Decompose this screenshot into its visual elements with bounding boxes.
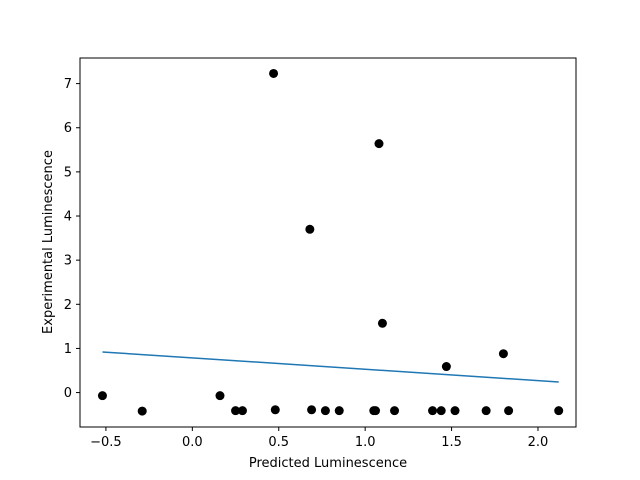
- y-axis-label: Experimental Luminescence: [41, 150, 56, 334]
- x-axis-label: Predicted Luminescence: [249, 456, 407, 471]
- data-point: [428, 406, 438, 416]
- data-point: [270, 405, 280, 415]
- data-point: [269, 68, 279, 78]
- trend-line: [102, 351, 559, 383]
- axes-frame: [79, 57, 577, 428]
- data-point: [334, 406, 344, 416]
- data-point: [231, 406, 241, 416]
- data-point: [371, 406, 381, 416]
- x-tick-label: 0.0: [182, 435, 203, 450]
- x-tick-label: 2.0: [528, 435, 549, 450]
- y-tick-label: 3: [64, 254, 72, 269]
- y-tick-label: 2: [64, 298, 72, 313]
- data-point: [374, 139, 384, 149]
- data-point: [441, 362, 451, 372]
- data-point: [436, 406, 446, 416]
- plot-area: [97, 68, 564, 416]
- data-point: [377, 318, 387, 328]
- y-tick-label: 1: [64, 342, 72, 357]
- data-point: [320, 406, 330, 416]
- data-point: [450, 406, 460, 416]
- data-point: [305, 224, 315, 234]
- x-axis: −0.5 0.0 0.5 1.0 1.5 2.0: [90, 427, 548, 450]
- data-point: [390, 406, 400, 416]
- data-point: [307, 405, 317, 415]
- data-point: [554, 406, 564, 416]
- y-tick-label: 6: [64, 121, 72, 136]
- x-tick-label: 1.5: [441, 435, 462, 450]
- data-point: [481, 406, 491, 416]
- y-tick-label: 4: [64, 210, 72, 225]
- y-tick-label: 0: [64, 386, 72, 401]
- data-point: [97, 391, 107, 401]
- data-point: [237, 406, 247, 416]
- y-axis: 0 1 2 3 4 5 6 7: [64, 77, 80, 401]
- x-tick-label: 1.0: [355, 435, 376, 450]
- y-tick-label: 7: [64, 77, 72, 92]
- data-point: [504, 406, 514, 416]
- data-point: [137, 406, 147, 416]
- y-tick-label: 5: [64, 165, 72, 180]
- data-point: [498, 349, 508, 359]
- x-tick-label: 0.5: [268, 435, 289, 450]
- data-point: [215, 391, 225, 401]
- x-tick-label: −0.5: [90, 435, 122, 450]
